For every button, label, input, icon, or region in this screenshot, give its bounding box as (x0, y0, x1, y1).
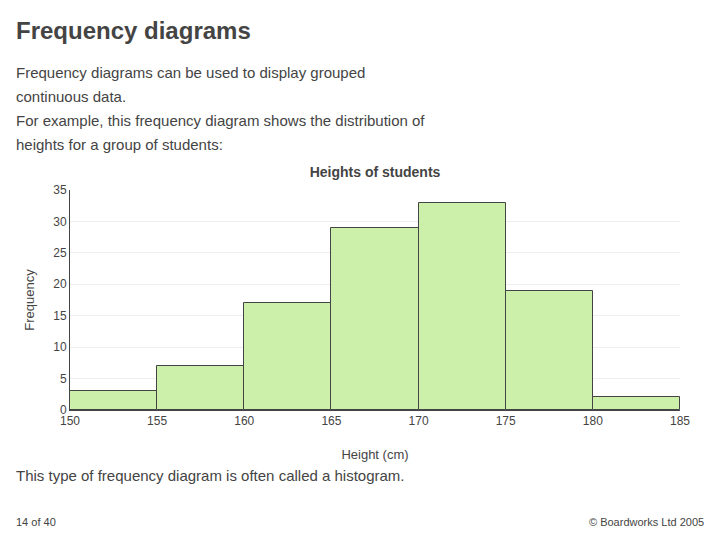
svg-text:185: 185 (670, 414, 690, 428)
svg-text:5: 5 (60, 372, 67, 386)
svg-text:160: 160 (234, 414, 254, 428)
svg-text:This type of frequency diagram: This type of frequency diagram is often … (16, 467, 405, 484)
svg-text:25: 25 (53, 246, 67, 260)
svg-text:180: 180 (583, 414, 603, 428)
svg-text:20: 20 (53, 277, 67, 291)
svg-text:Frequency: Frequency (22, 269, 37, 331)
svg-text:10: 10 (53, 340, 67, 354)
svg-text:Frequency diagrams can be used: Frequency diagrams can be used to displa… (16, 64, 365, 81)
svg-text:© Boardworks Ltd 2005: © Boardworks Ltd 2005 (589, 516, 704, 528)
svg-text:15: 15 (53, 309, 67, 323)
svg-text:170: 170 (409, 414, 429, 428)
svg-text:Heights of students: Heights of students (310, 164, 441, 180)
svg-text:0: 0 (60, 403, 67, 417)
svg-text:continuous data.: continuous data. (16, 88, 126, 105)
svg-text:Height (cm): Height (cm) (341, 447, 408, 462)
svg-text:heights for a group of student: heights for a group of students: (16, 136, 223, 153)
svg-text:155: 155 (147, 414, 167, 428)
svg-text:30: 30 (53, 215, 67, 229)
svg-text:Frequency diagrams: Frequency diagrams (16, 17, 251, 44)
svg-text:165: 165 (321, 414, 341, 428)
svg-text:150: 150 (60, 414, 80, 428)
svg-text:35: 35 (53, 183, 67, 197)
svg-text:14 of 40: 14 of 40 (16, 516, 56, 528)
svg-text:For example, this frequency di: For example, this frequency diagram show… (16, 112, 425, 129)
svg-text:175: 175 (496, 414, 516, 428)
